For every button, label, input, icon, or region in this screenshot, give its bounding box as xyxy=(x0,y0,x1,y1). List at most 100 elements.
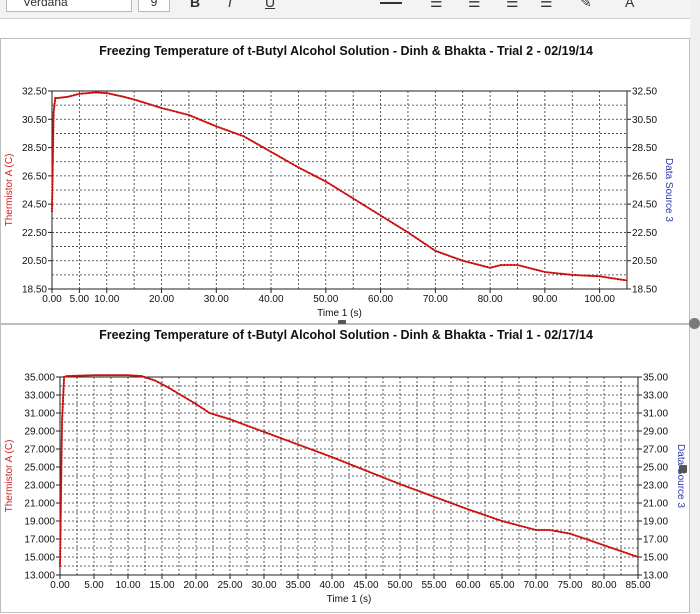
data-point xyxy=(63,375,66,379)
data-point xyxy=(248,425,251,428)
data-point xyxy=(520,525,523,528)
data-point xyxy=(59,540,62,544)
data-point xyxy=(530,267,533,270)
x-axis-label: Time 1 (s) xyxy=(317,308,362,319)
panel-resize-dot[interactable] xyxy=(689,318,700,329)
y-tick-label-left: 22.50 xyxy=(22,228,47,239)
data-point xyxy=(607,276,610,279)
italic-button[interactable]: I xyxy=(228,0,232,10)
data-point xyxy=(75,93,78,96)
x-tick-label: 85.00 xyxy=(625,580,650,591)
chart-panel-trial-2[interactable]: Freezing Temperature of t-Butyl Alcohol … xyxy=(0,38,690,328)
data-point xyxy=(601,275,604,278)
outdent-icon[interactable]: ☰ xyxy=(506,0,519,10)
data-point xyxy=(77,374,80,377)
data-point xyxy=(61,96,65,99)
font-size-dropdown[interactable]: 9 xyxy=(138,0,170,12)
data-point xyxy=(455,504,458,507)
data-point xyxy=(52,138,55,141)
x-tick-label: 20.00 xyxy=(149,294,174,305)
font-name-dropdown[interactable]: Verdana xyxy=(6,0,132,12)
x-tick-label: 15.00 xyxy=(149,580,174,591)
data-point xyxy=(344,192,347,195)
data-point xyxy=(72,94,75,97)
data-point xyxy=(527,266,530,269)
chart-trial-2: 0.00 5.00 10.00 20.00 30.00 40.00 50.00 60.00 70… xyxy=(4,87,674,320)
data-point xyxy=(116,94,119,97)
data-point xyxy=(62,396,65,400)
data-point xyxy=(289,161,292,164)
data-point xyxy=(272,152,275,155)
data-point xyxy=(60,477,63,481)
font-color-icon[interactable] xyxy=(380,2,402,4)
data-point xyxy=(166,108,169,111)
data-point xyxy=(231,419,234,422)
data-point xyxy=(546,271,550,274)
data-point xyxy=(126,374,130,377)
y-tick-label-right: 28.50 xyxy=(632,143,657,154)
data-point xyxy=(146,102,149,105)
data-point xyxy=(52,114,55,117)
data-point xyxy=(250,139,253,142)
bold-button[interactable]: B xyxy=(190,0,201,10)
bullet-list-icon[interactable]: ☰ xyxy=(430,0,443,10)
data-point xyxy=(62,387,65,391)
data-point xyxy=(61,414,64,418)
data-point xyxy=(529,527,532,530)
y-tick-label-left: 24.50 xyxy=(22,200,47,211)
data-point xyxy=(59,552,62,556)
data-point xyxy=(566,532,569,535)
data-point xyxy=(278,155,281,158)
y-tick-label-left: 20.50 xyxy=(22,256,47,267)
data-point xyxy=(524,266,527,269)
data-point xyxy=(308,171,311,175)
y-tick-label-left: 13.000 xyxy=(24,571,55,582)
data-point xyxy=(429,246,432,249)
data-point xyxy=(59,510,62,514)
data-point xyxy=(364,469,368,472)
data-point xyxy=(328,454,331,458)
x-tick-label: 50.00 xyxy=(387,580,412,591)
data-point xyxy=(51,186,54,189)
data-point xyxy=(50,207,54,210)
link-icon[interactable]: ✎ xyxy=(580,0,592,10)
numbered-list-icon[interactable]: ☰ xyxy=(468,0,481,10)
data-point xyxy=(260,429,263,432)
resize-handle[interactable] xyxy=(679,465,687,473)
data-point xyxy=(71,374,74,377)
y-tick-label-right: 27.00 xyxy=(643,445,668,456)
underline-button[interactable]: U xyxy=(265,0,276,10)
data-point xyxy=(51,168,54,171)
data-point xyxy=(132,374,135,377)
data-point xyxy=(62,393,65,397)
data-point xyxy=(619,550,623,553)
data-point xyxy=(452,503,455,506)
data-point xyxy=(302,169,305,172)
data-point xyxy=(201,119,204,122)
data-point xyxy=(430,494,433,497)
data-point xyxy=(509,522,512,525)
data-point xyxy=(631,554,634,557)
data-point xyxy=(296,443,300,446)
data-point xyxy=(595,275,598,278)
style-icon[interactable]: A xyxy=(625,0,635,10)
data-point xyxy=(50,210,54,213)
data-point xyxy=(59,531,62,535)
data-point xyxy=(59,519,62,523)
data-point xyxy=(156,380,159,384)
data-point xyxy=(500,519,504,523)
y-tick-label-right: 25.00 xyxy=(643,463,668,474)
data-point xyxy=(86,374,90,377)
data-point xyxy=(424,243,427,246)
data-point xyxy=(332,185,335,188)
data-point xyxy=(458,505,461,508)
indent-icon[interactable]: ☰ xyxy=(540,0,553,10)
chart-panel-trial-1[interactable]: Freezing Temperature of t-Butyl Alcohol … xyxy=(0,324,690,613)
data-point xyxy=(51,192,54,195)
x-tick-label: 20.00 xyxy=(183,580,208,591)
x-tick-label: 90.00 xyxy=(532,294,557,305)
data-point xyxy=(313,174,316,177)
data-point xyxy=(316,176,319,179)
data-point xyxy=(339,459,342,462)
x-tick-label: 5.00 xyxy=(70,294,90,305)
